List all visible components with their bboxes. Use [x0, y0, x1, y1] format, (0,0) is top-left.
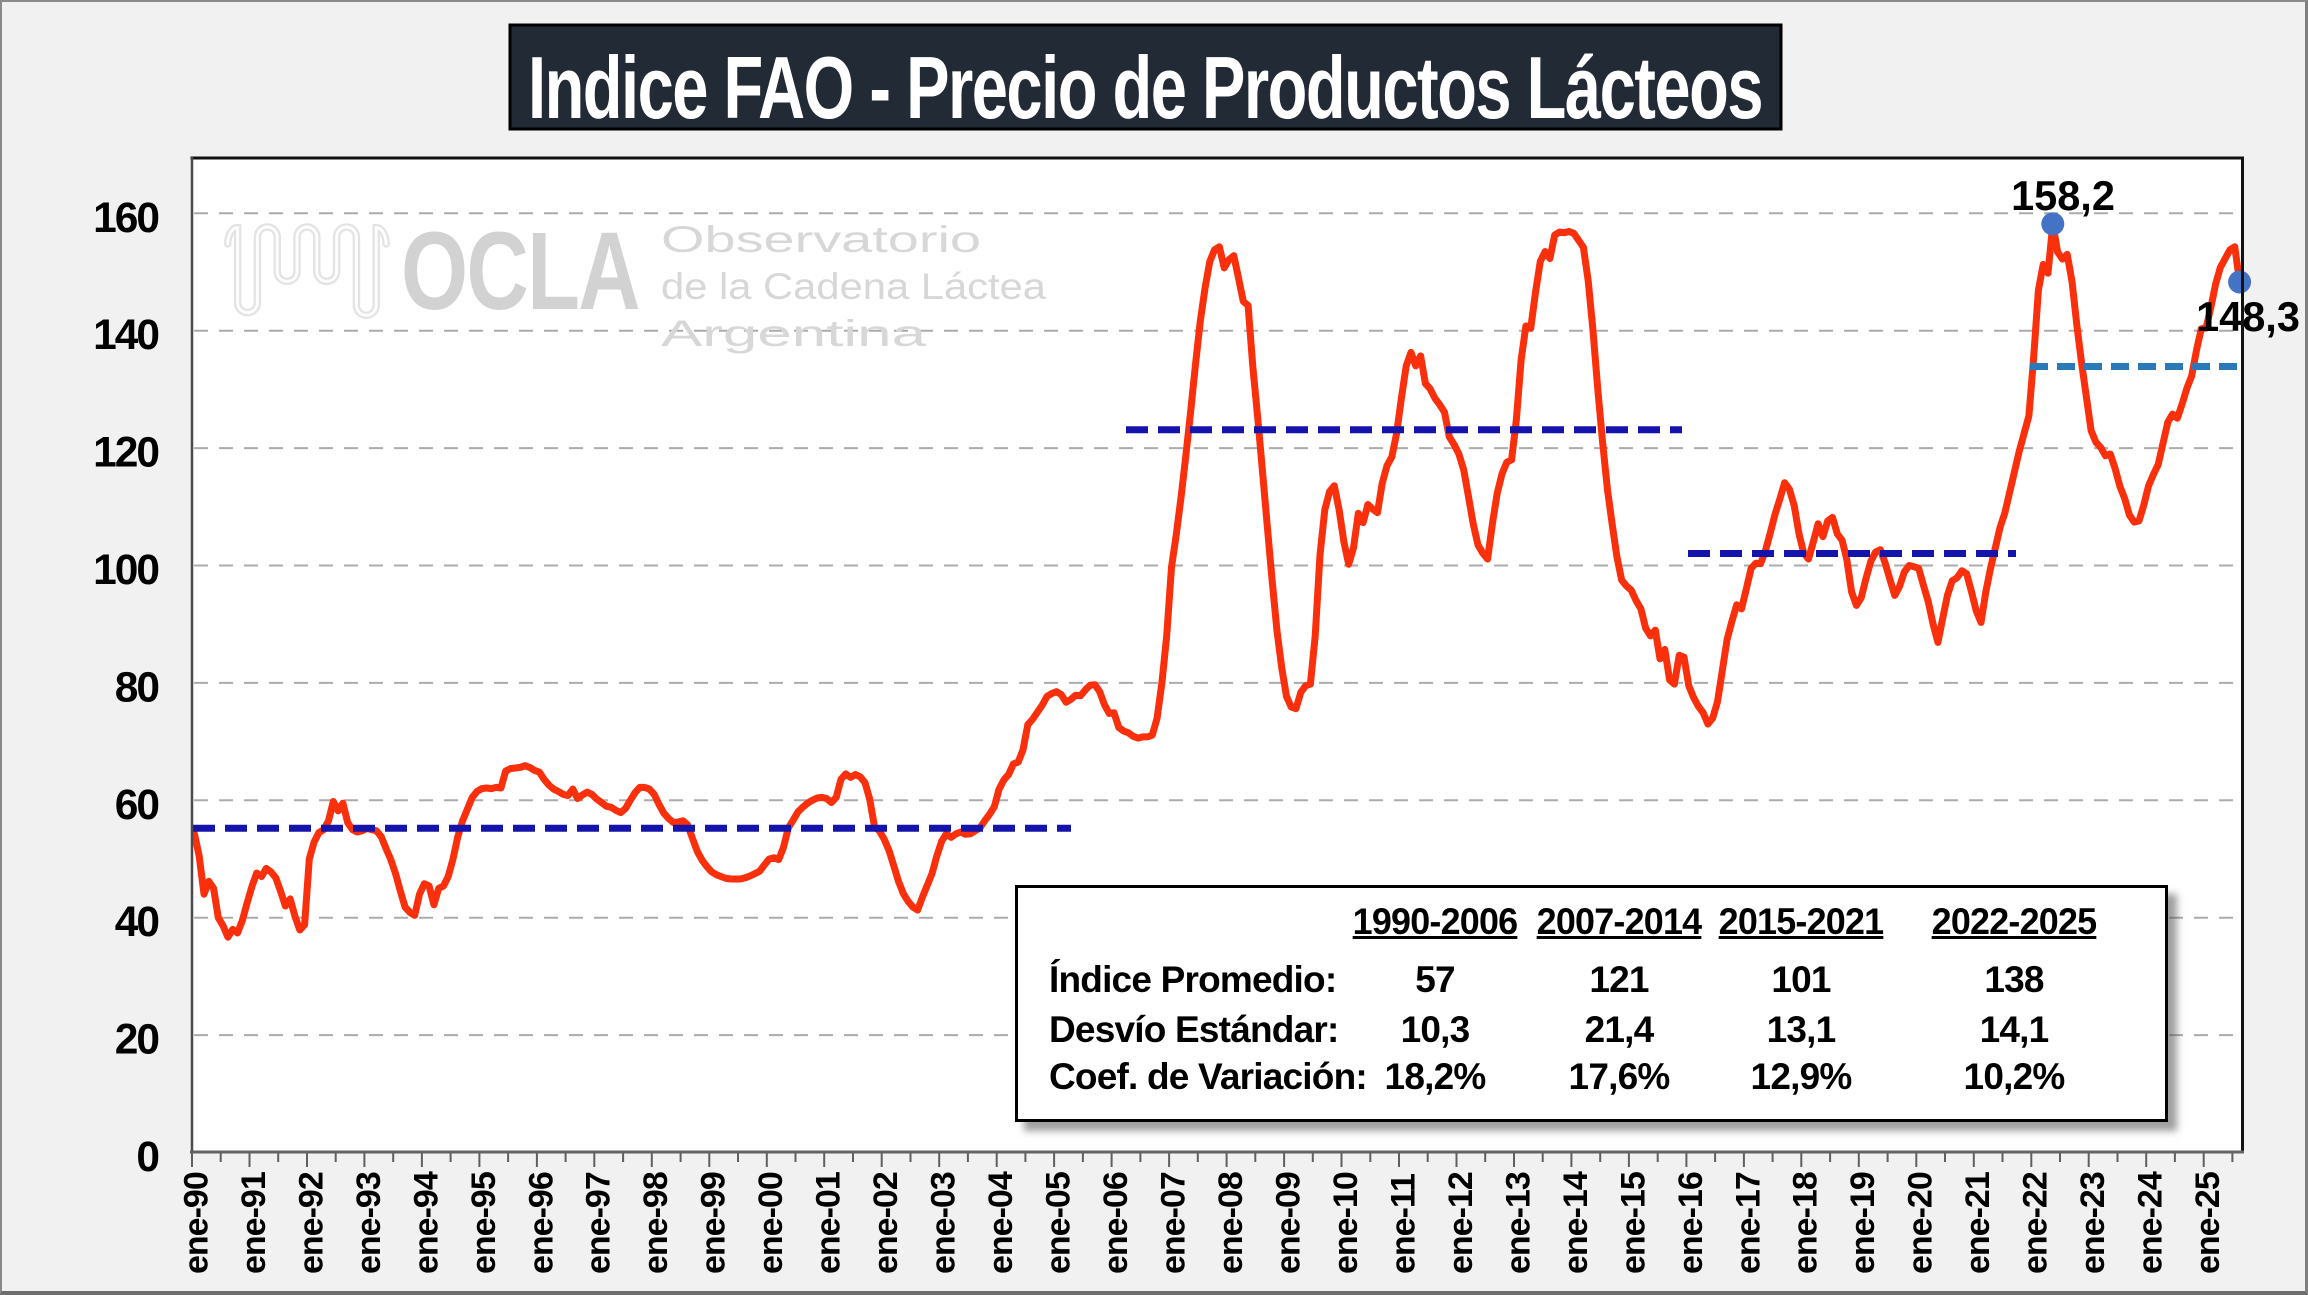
svg-text:148,3: 148,3 [2196, 293, 2300, 340]
svg-text:ene-92: ene-92 [292, 1172, 330, 1274]
svg-text:ene-11: ene-11 [1384, 1174, 1422, 1274]
svg-text:ene-97: ene-97 [580, 1172, 618, 1274]
svg-text:ene-99: ene-99 [695, 1172, 733, 1274]
svg-text:OCLA: OCLA [401, 210, 639, 333]
svg-text:120: 120 [93, 430, 158, 477]
svg-text:ene-07: ene-07 [1155, 1172, 1193, 1274]
svg-text:160: 160 [93, 195, 158, 242]
svg-text:40: 40 [115, 899, 159, 946]
svg-text:ene-90: ene-90 [177, 1172, 215, 1274]
svg-text:158,2: 158,2 [2011, 172, 2115, 219]
svg-text:ene-98: ene-98 [637, 1172, 675, 1274]
svg-text:ene-17: ene-17 [1729, 1172, 1767, 1274]
svg-text:140: 140 [93, 312, 158, 359]
svg-text:ene-12: ene-12 [1442, 1172, 1480, 1274]
svg-text:ene-03: ene-03 [925, 1172, 963, 1274]
svg-text:de la Cadena Láctea: de la Cadena Láctea [661, 266, 1046, 307]
svg-text:ene-15: ene-15 [1614, 1172, 1652, 1274]
svg-text:ene-08: ene-08 [1212, 1172, 1250, 1274]
svg-text:ene-19: ene-19 [1844, 1172, 1882, 1274]
svg-text:20: 20 [115, 1017, 159, 1064]
svg-text:ene-91: ene-91 [235, 1172, 273, 1274]
svg-text:ene-04: ene-04 [982, 1171, 1020, 1274]
svg-text:Argentina: Argentina [661, 313, 927, 354]
svg-text:ene-21: ene-21 [1959, 1172, 1997, 1274]
svg-text:ene-22: ene-22 [2017, 1172, 2055, 1274]
svg-text:80: 80 [115, 664, 159, 711]
svg-text:ene-06: ene-06 [1097, 1172, 1135, 1274]
svg-text:Indice FAO - Precio de Product: Indice FAO - Precio de Productos Lácteos [528, 38, 1762, 137]
svg-text:ene-01: ene-01 [810, 1172, 848, 1274]
svg-text:60: 60 [115, 782, 159, 829]
svg-text:ene-10: ene-10 [1327, 1172, 1365, 1274]
svg-text:ene-23: ene-23 [2074, 1172, 2112, 1274]
svg-text:ene-09: ene-09 [1270, 1172, 1308, 1274]
svg-text:ene-13: ene-13 [1499, 1172, 1537, 1274]
svg-text:ene-25: ene-25 [2189, 1172, 2227, 1274]
svg-text:ene-20: ene-20 [1902, 1172, 1940, 1274]
svg-text:ene-14: ene-14 [1557, 1171, 1595, 1274]
svg-text:ene-02: ene-02 [867, 1172, 905, 1274]
svg-text:100: 100 [93, 547, 158, 594]
svg-text:ene-18: ene-18 [1787, 1172, 1825, 1274]
svg-text:ene-24: ene-24 [2132, 1171, 2170, 1274]
svg-text:0: 0 [136, 1134, 158, 1181]
svg-text:ene-05: ene-05 [1040, 1172, 1078, 1274]
svg-text:ene-95: ene-95 [465, 1172, 503, 1274]
svg-text:Observatorio: Observatorio [661, 219, 981, 260]
svg-text:ene-93: ene-93 [350, 1172, 388, 1274]
svg-text:ene-16: ene-16 [1672, 1172, 1710, 1274]
svg-text:ene-96: ene-96 [522, 1172, 560, 1274]
svg-text:ene-00: ene-00 [752, 1172, 790, 1274]
svg-text:ene-94: ene-94 [407, 1171, 445, 1274]
